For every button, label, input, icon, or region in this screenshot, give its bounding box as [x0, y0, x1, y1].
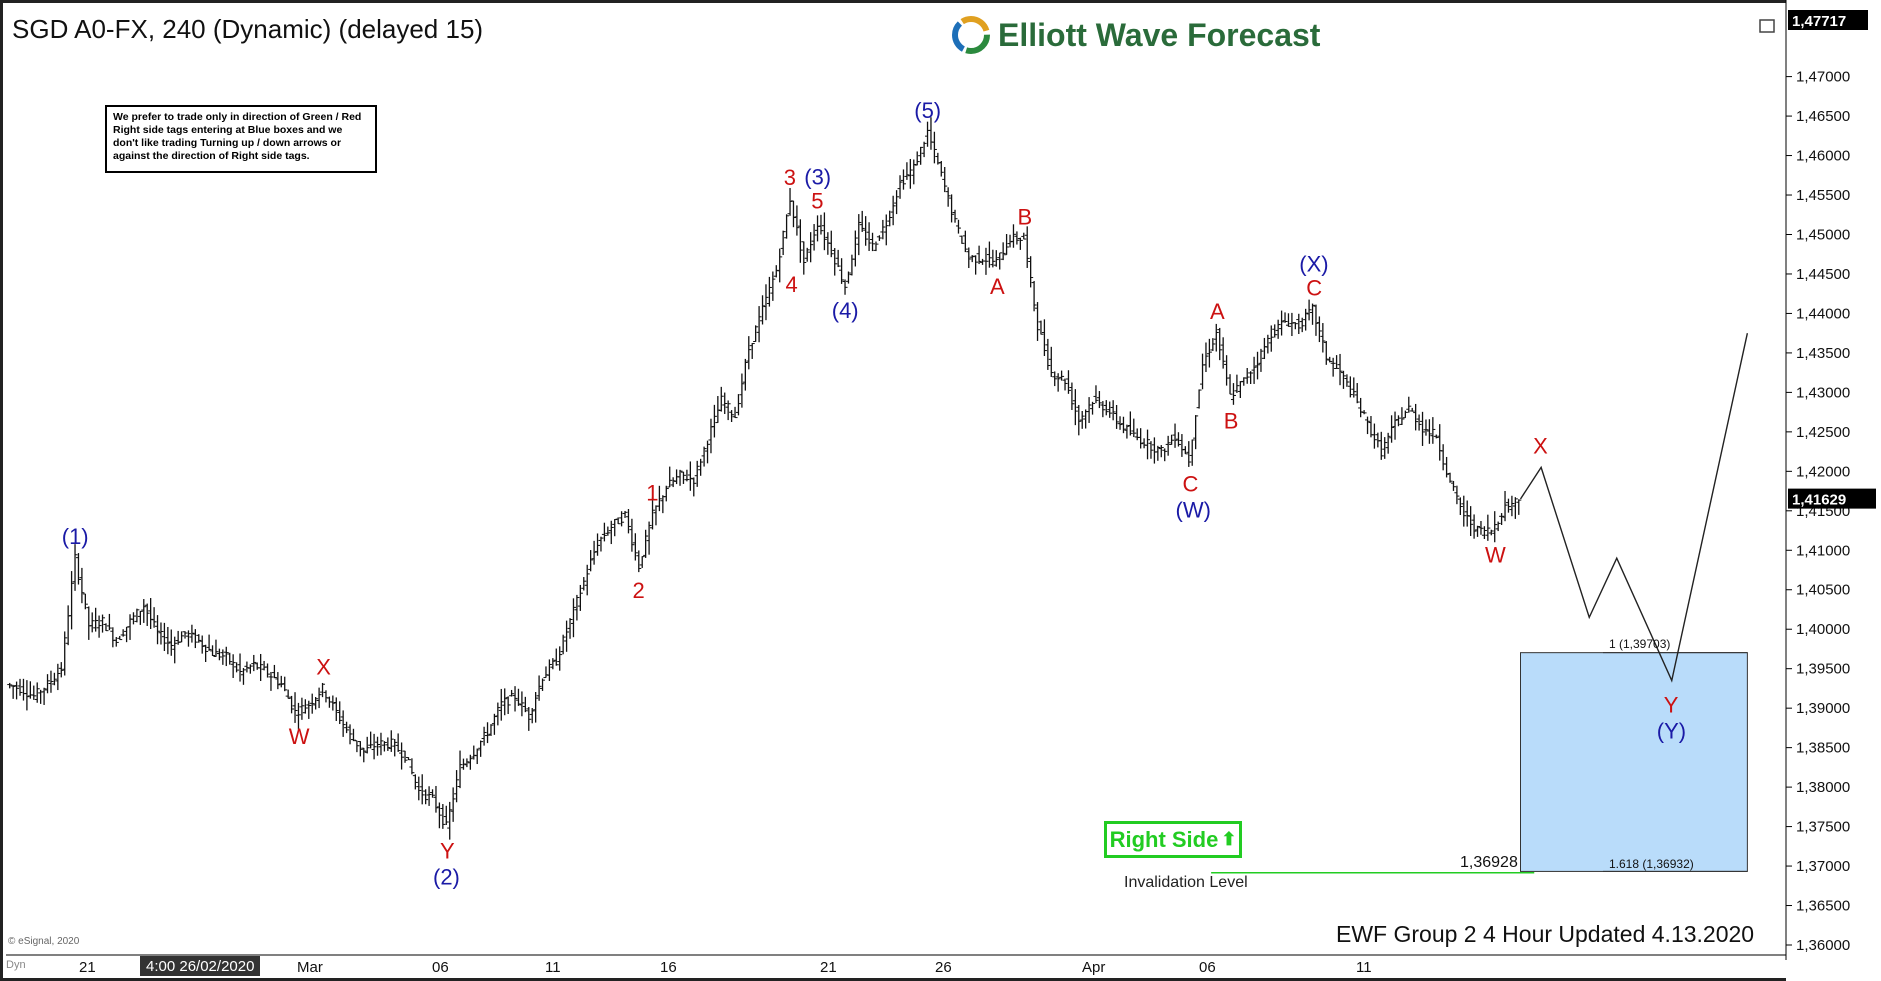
time-cursor-box [140, 956, 260, 976]
wave-label: X [316, 654, 331, 679]
price-tick-label: 1,43000 [1796, 384, 1850, 401]
time-tick-label: 06 [432, 959, 449, 976]
time-tick-label: Mar [297, 959, 323, 976]
price-tick-label: 1,43500 [1796, 345, 1850, 362]
wave-label: (Y) [1657, 719, 1686, 744]
wave-label: W [289, 724, 310, 749]
wave-label: (X) [1299, 251, 1328, 276]
up-arrow-icon: ⬆ [1221, 829, 1237, 849]
time-tick-label: 11 [545, 959, 561, 976]
time-tick-label: 26 [935, 959, 952, 976]
invalidation-value: 1,36928 [1460, 854, 1518, 871]
invalidation-label: Invalidation Level [1124, 874, 1248, 891]
price-tick-label: 1,40500 [1796, 582, 1850, 599]
price-tick-label: 1,36500 [1796, 898, 1850, 915]
wave-label: (2) [433, 865, 460, 890]
target-blue-box [1520, 652, 1748, 872]
time-tick-label: 21 [79, 959, 96, 976]
current-price-label: 1,41629 [1792, 492, 1846, 509]
price-tick-label: 1,38000 [1796, 779, 1850, 796]
copyright: © eSignal, 2020 [8, 936, 80, 947]
top-price-label: 1,47717 [1792, 13, 1846, 30]
wave-label: (1) [62, 524, 89, 549]
price-tick-label: 1,45000 [1796, 226, 1850, 243]
trading-notice: We prefer to trade only in direction of … [105, 105, 377, 173]
price-tick-label: 1,47000 [1796, 69, 1850, 86]
wave-label: W [1485, 543, 1506, 568]
time-tick-label: 11 [1356, 959, 1372, 976]
time-tick-label: 06 [1199, 959, 1216, 976]
time-cursor-label: 4:00 26/02/2020 [146, 958, 254, 975]
dyn-label: Dyn [6, 959, 26, 971]
price-tick-label: 1,39000 [1796, 700, 1850, 717]
logo-icon [952, 16, 990, 54]
fib-top-label: 1 (1,39703) [1609, 637, 1671, 651]
right-side-label: Right Side [1109, 826, 1219, 852]
wave-label: (5) [914, 98, 941, 123]
wave-label: B [1224, 408, 1239, 433]
right-side-tag: Right Side ⬆ [1104, 821, 1242, 858]
update-footer: EWF Group 2 4 Hour Updated 4.13.2020 [1336, 921, 1755, 947]
wave-label: Y [1664, 693, 1679, 718]
price-tick-label: 1,36000 [1796, 937, 1850, 954]
price-tick-label: 1,44000 [1796, 305, 1850, 322]
wave-label: 5 [811, 189, 823, 214]
price-tick-label: 1,44500 [1796, 266, 1850, 283]
wave-label: X [1533, 433, 1548, 458]
wave-label: A [1210, 299, 1225, 324]
fib-bottom-label: 1.618 (1,36932) [1609, 857, 1694, 871]
price-tick-label: 1,38500 [1796, 740, 1850, 757]
wave-label: Y [440, 839, 455, 864]
current-price-box [1788, 488, 1876, 509]
time-tick-label: Apr [1082, 959, 1105, 976]
wave-label: B [1018, 204, 1033, 229]
wave-label: 2 [633, 578, 645, 603]
wave-label: (4) [832, 298, 859, 323]
wave-label: A [990, 274, 1005, 299]
price-tick-label: 1,45500 [1796, 187, 1850, 204]
wave-label: C [1306, 275, 1322, 300]
wave-label: (3) [804, 165, 831, 190]
price-tick-label: 1,46000 [1796, 148, 1850, 165]
wave-label: 3 [784, 165, 796, 190]
price-tick-label: 1,41000 [1796, 542, 1850, 559]
price-tick-label: 1,37000 [1796, 858, 1850, 875]
wave-label: C [1183, 471, 1199, 496]
chart-title: SGD A0-FX, 240 (Dynamic) (delayed 15) [12, 14, 484, 44]
price-tick-label: 1,42500 [1796, 424, 1850, 441]
price-tick-label: 1,37500 [1796, 819, 1850, 836]
price-tick-label: 1,40000 [1796, 621, 1850, 638]
wave-label: 1 [646, 481, 658, 506]
window-icon [1759, 19, 1775, 33]
time-tick-label: 16 [660, 959, 677, 976]
price-tick-label: 1,42000 [1796, 463, 1850, 480]
logo: Elliott Wave Forecast [952, 16, 1320, 54]
time-tick-label: 21 [820, 959, 837, 976]
logo-text: Elliott Wave Forecast [998, 16, 1321, 53]
wave-label: 4 [786, 272, 798, 297]
projection-path [1519, 333, 1749, 683]
price-tick-label: 1,39500 [1796, 661, 1850, 678]
price-tick-label: 1,46500 [1796, 108, 1850, 125]
top-price-box [1788, 10, 1868, 30]
wave-label: (W) [1176, 497, 1211, 522]
